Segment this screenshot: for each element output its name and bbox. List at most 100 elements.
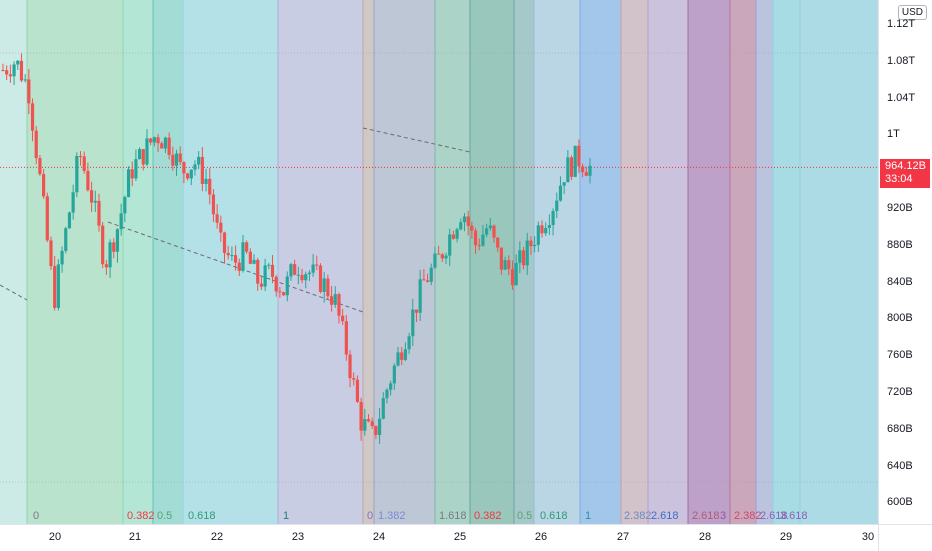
candle-body [433,253,437,268]
time-tick-label: 26 [534,531,548,543]
candlestick-chart[interactable]: 0 0.382 0.5 0.618 1 0 1.382 1.618 0.382 0.5 0.618 1… [0,0,878,524]
candle-body [67,212,72,229]
candle-body [499,247,503,270]
candle-body [418,279,422,313]
fib-zone-label: 0.5 [517,510,532,522]
candle-body [241,242,245,271]
candle-body [60,250,64,265]
price-tick-label: 920B [887,202,913,214]
candle-body [381,398,385,419]
candle-body [440,254,444,259]
candle-body [407,336,411,350]
fib-zone-band [688,0,730,524]
candle-body [293,264,297,275]
candle-body [185,173,190,179]
fib-zone-band [435,0,470,524]
candle-body [322,278,326,292]
fib-zone-band [153,0,183,524]
candle-body [226,253,230,256]
candle-body [533,244,537,247]
bar-countdown: 33:04 [885,173,913,186]
fib-zone-label: 2.618 [651,510,679,522]
candle-body [525,240,529,266]
last-price-label: 964.12B 33:04 [880,159,930,189]
candle-body [12,64,16,77]
candle-body [455,229,459,239]
fib-zone-band [363,0,374,524]
price-tick-label: 1.12T [887,18,916,30]
candle-body [569,157,574,177]
candle-body [45,196,49,241]
candle-body [204,178,208,184]
candle-body [112,242,116,252]
fib-zone-label: 2.618 [760,510,788,522]
candle-body [71,192,75,213]
price-tick-label: 720B [887,386,913,398]
candle-body [374,426,378,435]
candle-body [562,182,566,186]
fib-zone-label: 0.618 [540,510,568,522]
axis-corner [878,524,932,551]
candle-body [222,232,227,254]
candle-body [119,213,123,230]
candle-body [392,365,396,384]
candle-body [27,79,31,104]
candle-body [529,240,533,247]
time-tick-label: 24 [372,531,386,543]
candle-body [34,130,38,159]
candle-body [145,138,149,165]
candle-body [385,389,389,399]
price-tick-label: 1.08T [887,54,916,67]
candle-body [466,216,470,226]
time-axis[interactable]: 20 21 22 23 24 25 26 27 28 29 30 [0,524,878,551]
fib-zone-band [773,0,800,524]
candle-body [134,159,138,179]
candle-body [189,169,193,179]
candle-body [8,74,12,77]
candle-body [200,156,204,184]
price-tick-label: 640B [887,459,913,472]
candle-body [318,265,323,292]
candle-body [315,264,319,266]
fib-zone-label: 2.382 [734,510,762,522]
candle-body [1,70,5,71]
candle-body [544,227,548,234]
candle-body [558,185,563,201]
trend-line [362,127,471,153]
candle-body [104,264,108,268]
candle-body [451,234,456,239]
candle-body [422,279,426,281]
fib-zone-label: 1 [283,510,289,522]
candle-body [366,419,371,422]
currency-badge[interactable]: USD [897,5,927,20]
candle-body [5,70,9,75]
candle-body [425,280,430,282]
candle-body [333,294,337,305]
candle-body [518,250,522,263]
chart-plot-area[interactable]: 0 0.382 0.5 0.618 1 0 1.382 1.618 0.382 0.5 0.618 1… [0,0,878,524]
candle-body [341,315,345,322]
fib-zone-band [800,0,878,524]
candle-body [285,276,289,296]
candle-body [547,225,551,228]
fib-zone-band [580,0,621,524]
candle-body [256,259,260,284]
candle-body [64,228,68,251]
candle-body [551,211,555,226]
candle-body [510,269,515,286]
fib-zone-label: 3.618 [780,510,808,522]
fib-zone-label: 0.382 [474,510,502,522]
candle-body [400,352,404,360]
candle-body [141,149,145,165]
candle-body [267,264,271,266]
candle-body [101,225,105,265]
time-tick-label: 30 [861,531,875,543]
candle-body [93,200,97,203]
candle-body [178,153,182,163]
fib-zone-band [123,0,153,524]
price-tick-label: 1.04T [887,91,916,104]
candle-body [573,145,577,177]
price-axis[interactable]: USD 1.12T1.08T1.04T1T960B920B880B840B800… [878,0,932,524]
fib-zone-label: 2.618 [692,510,720,522]
candle-body [197,156,201,165]
